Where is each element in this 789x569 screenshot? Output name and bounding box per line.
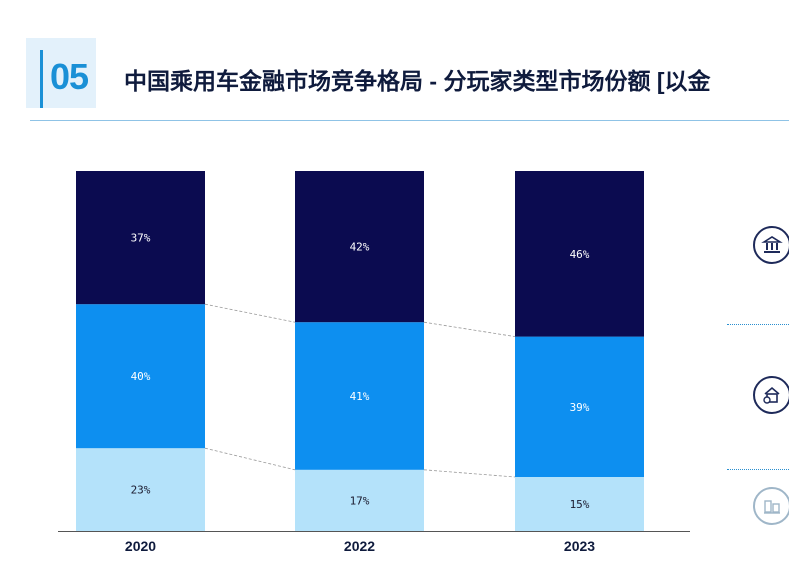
data-label: 23% [131,484,151,497]
bank-icon [753,226,789,264]
bar-segment [295,171,424,323]
connector-line [204,303,296,323]
data-label: 37% [131,232,151,245]
bar-segment [76,448,205,531]
data-label: 17% [350,494,370,507]
bar-segment [76,304,205,449]
data-label: 46% [570,248,590,261]
data-label: 42% [350,241,370,254]
connector-line [423,469,516,478]
x-tick-label: 2020 [125,538,156,554]
connector-line [204,447,296,471]
bar-segment [515,171,644,337]
legend-divider [727,469,789,470]
legend-divider [727,324,789,325]
section-number: 05 [50,56,89,97]
bar-segment [76,171,205,305]
page-title: 中国乘用车金融市场竞争格局 - 分玩家类型市场份额 [以金 [124,68,711,94]
bar-segment [515,477,644,531]
data-label: 15% [570,498,590,511]
house-money-icon [753,376,789,414]
data-label: 39% [570,401,590,414]
bar-segment [295,322,424,470]
bar-segment [515,336,644,477]
header-bracket [26,38,96,108]
data-label: 41% [350,390,370,403]
other-institution-icon [753,487,789,525]
header-bracket-line [40,50,43,108]
bar-segment [295,469,424,531]
header-divider [30,120,789,121]
data-label: 40% [131,370,151,383]
x-tick-label: 2022 [344,538,375,554]
x-tick-label: 2023 [564,538,595,554]
connector-line [423,321,516,337]
